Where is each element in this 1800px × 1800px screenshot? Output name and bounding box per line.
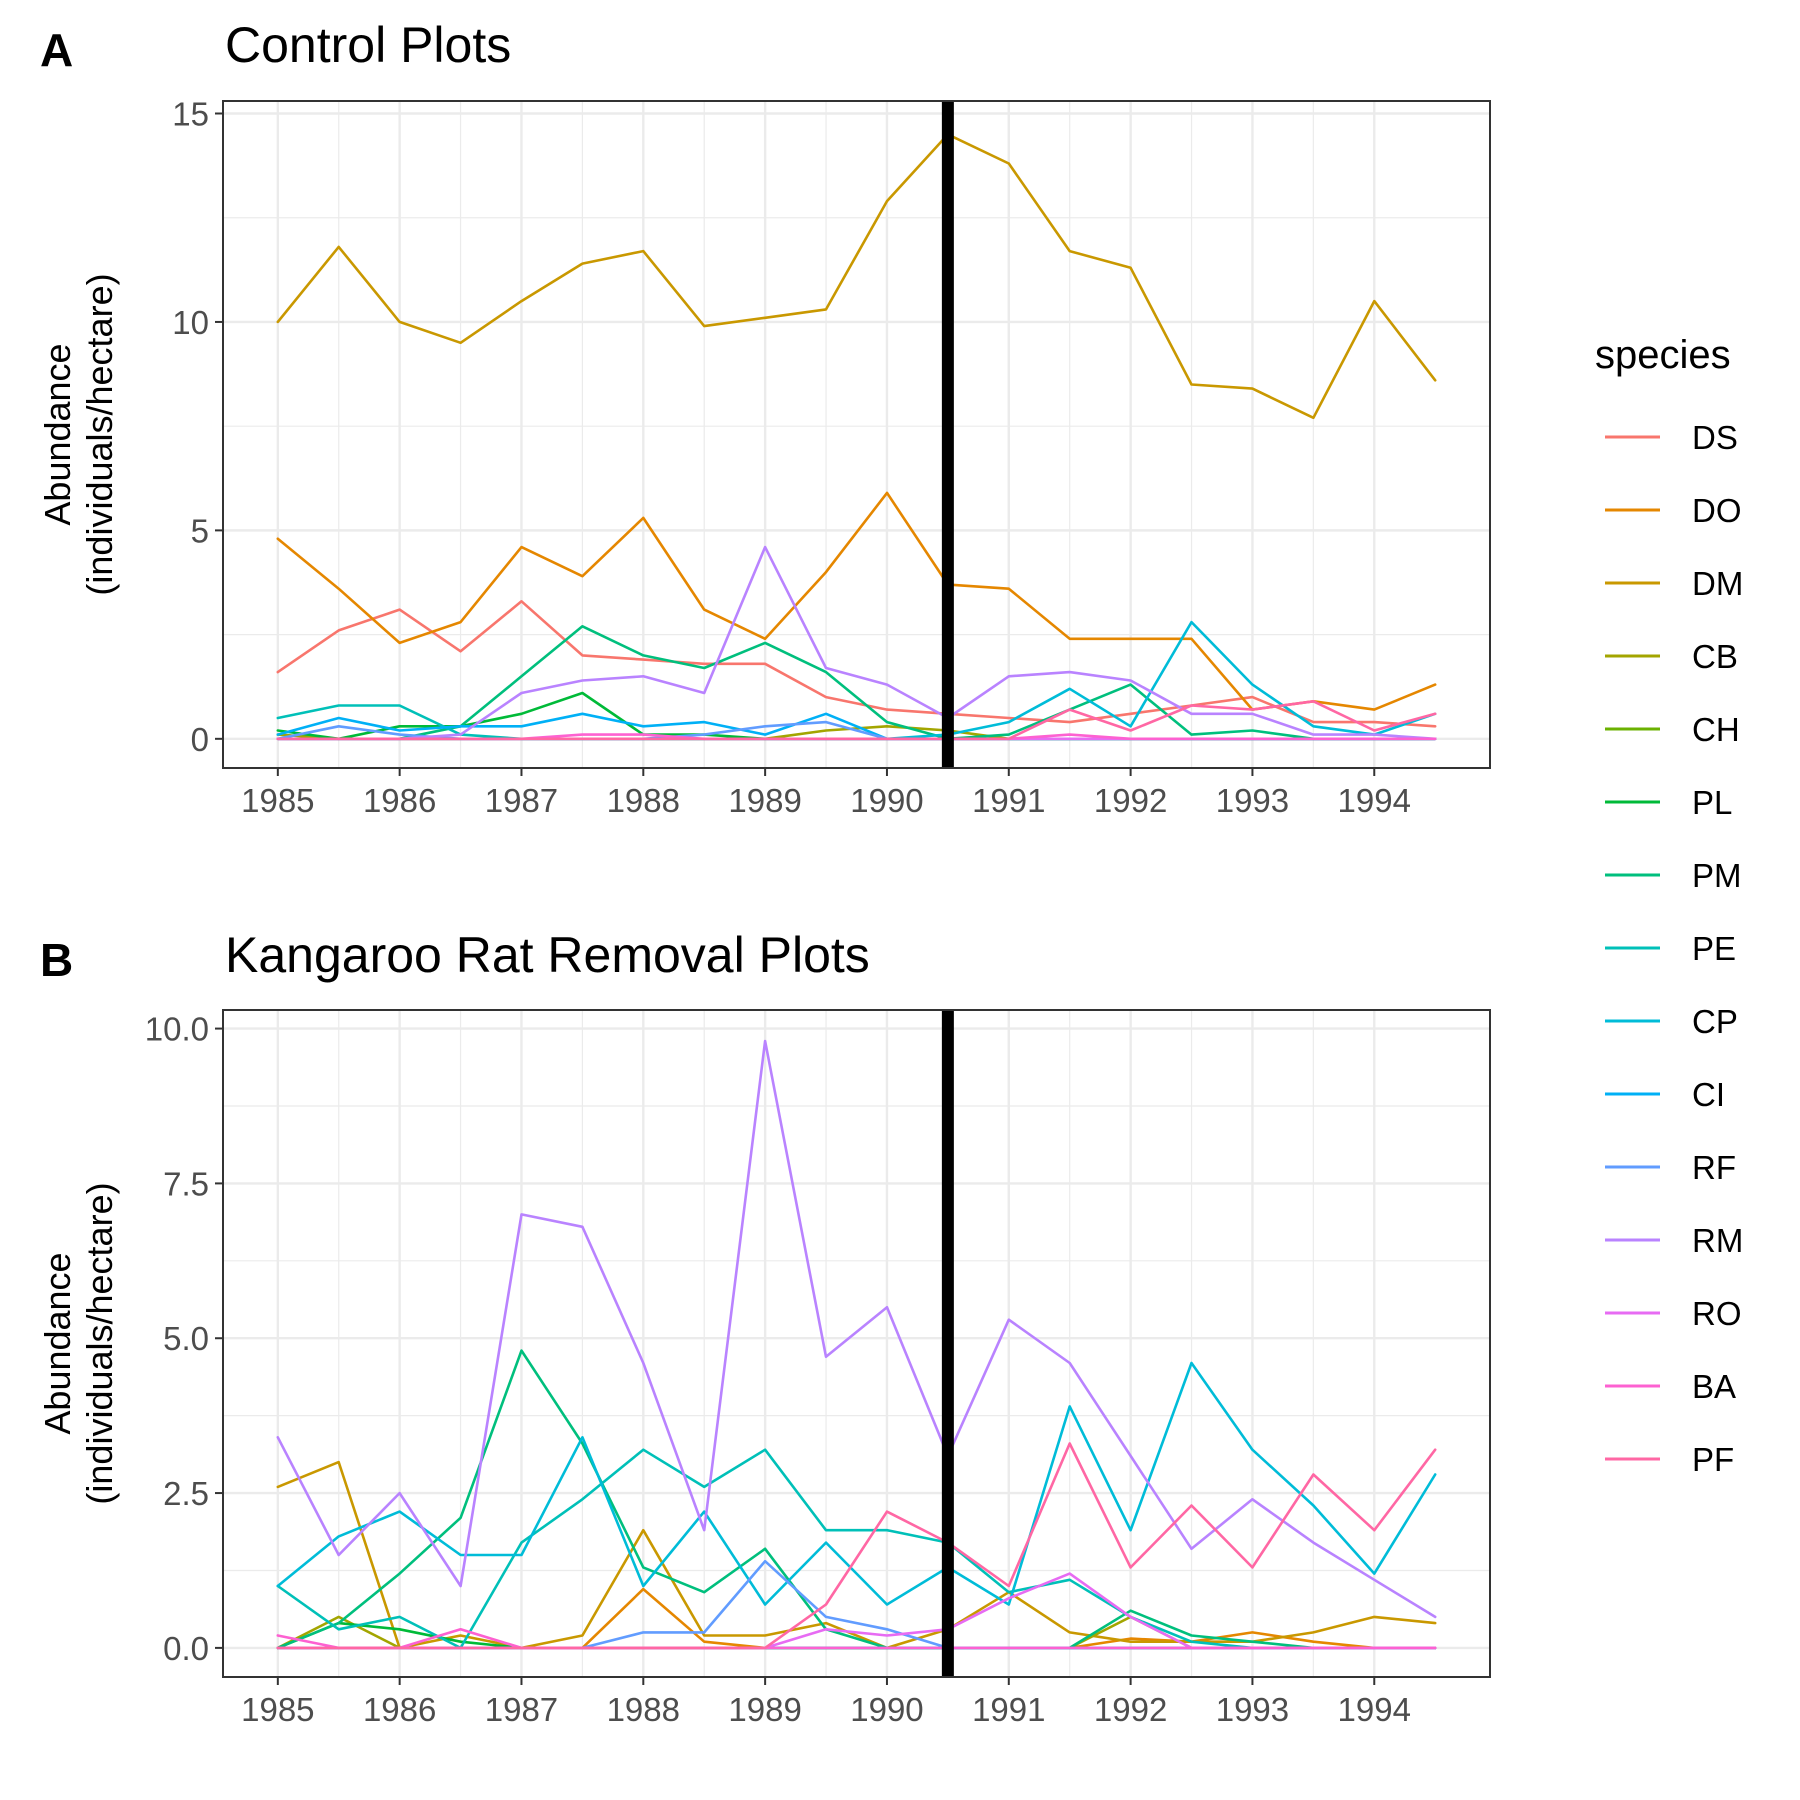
x-tick-label: 1993: [1216, 782, 1289, 819]
y-axis-title-line: (individuals/hectare): [79, 1182, 120, 1504]
y-tick-label: 5.0: [163, 1320, 209, 1357]
series-line-pm: [276, 624, 1437, 741]
panel-b: 1985 1986 1987 1988 1989 1990 1991 1992 1993 1994…: [37, 927, 1491, 1728]
series-line-cp: [276, 1361, 1437, 1606]
y-tick-label: 0: [191, 721, 209, 758]
y-axis-title-line: Abundance: [37, 1252, 78, 1434]
x-tick-label: 1994: [1338, 782, 1411, 819]
series-line-dm: [276, 133, 1437, 420]
y-tick-label: 2.5: [163, 1475, 209, 1512]
panel-a: 1985 1986 1987 1988 1989 1990 1991 1992 1993 1994…: [37, 17, 1491, 819]
panel-title: Kangaroo Rat Removal Plots: [225, 927, 870, 983]
y-tick-label: 7.5: [163, 1165, 209, 1202]
series-line-pf: [276, 699, 1437, 741]
x-tick-label: 1991: [972, 1691, 1045, 1728]
x-tick-label: 1985: [241, 782, 314, 819]
legend-label: PL: [1692, 784, 1732, 821]
legend-item-do: DO: [1605, 492, 1742, 529]
x-tick-label: 1989: [728, 782, 801, 819]
y-tick-label: 15: [172, 96, 209, 133]
x-tick-label: 1988: [607, 782, 680, 819]
x-tick-label: 1989: [728, 1691, 801, 1728]
y-tick-label: 10.0: [145, 1011, 209, 1048]
legend-label: DM: [1692, 565, 1743, 602]
legend-item-cb: CB: [1605, 638, 1738, 675]
legend-label: PE: [1692, 930, 1736, 967]
x-tick-label: 1985: [241, 1691, 314, 1728]
legend-label: RM: [1692, 1222, 1743, 1259]
series-line-pe: [276, 704, 1437, 741]
y-tick-label: 0.0: [163, 1630, 209, 1667]
series-line-rm: [276, 1039, 1437, 1619]
x-tick-label: 1986: [363, 1691, 436, 1728]
y-axis-title-line: (individuals/hectare): [79, 273, 120, 595]
legend: species DS DO DM CB CH PL PM PE CP CI RF RM RO BA PF: [1595, 333, 1743, 1478]
x-tick-label: 1992: [1094, 782, 1167, 819]
legend-item-ro: RO: [1605, 1295, 1742, 1332]
legend-item-dm: DM: [1605, 565, 1743, 602]
legend-label: CB: [1692, 638, 1738, 675]
x-tick-label: 1988: [607, 1691, 680, 1728]
legend-item-ch: CH: [1605, 711, 1740, 748]
legend-item-pe: PE: [1605, 930, 1736, 967]
panel-letter: A: [40, 24, 73, 76]
legend-label: PM: [1692, 857, 1742, 894]
panel-border: [222, 100, 1491, 769]
x-tick-label: 1992: [1094, 1691, 1167, 1728]
panel-border: [222, 1009, 1491, 1678]
series-line-ba: [276, 1628, 1437, 1650]
series-line-cp: [276, 620, 1437, 741]
series-line-pf: [276, 1442, 1437, 1650]
legend-label: DS: [1692, 419, 1738, 456]
series-line-rm: [276, 545, 1437, 741]
legend-item-ci: CI: [1605, 1076, 1725, 1113]
panel-title: Control Plots: [225, 17, 511, 73]
legend-label: CI: [1692, 1076, 1725, 1113]
legend-label: CP: [1692, 1003, 1738, 1040]
x-tick-label: 1991: [972, 782, 1045, 819]
y-axis-title-line: Abundance: [37, 343, 78, 525]
legend-item-rm: RM: [1605, 1222, 1743, 1259]
legend-item-pl: PL: [1605, 784, 1732, 821]
legend-label: BA: [1692, 1368, 1736, 1405]
panel-letter: B: [40, 934, 73, 986]
x-tick-label: 1987: [485, 782, 558, 819]
legend-item-pf: PF: [1605, 1441, 1734, 1478]
legend-label: CH: [1692, 711, 1740, 748]
legend-item-ds: DS: [1605, 419, 1738, 456]
legend-label: RF: [1692, 1149, 1736, 1186]
y-tick-label: 10: [172, 304, 209, 341]
x-tick-label: 1986: [363, 782, 436, 819]
y-axis-title: Abundance(individuals/hectare): [37, 273, 120, 595]
legend-item-cp: CP: [1605, 1003, 1738, 1040]
y-tick-label: 5: [191, 512, 209, 549]
y-axis-title: Abundance(individuals/hectare): [37, 1182, 120, 1504]
x-tick-label: 1990: [850, 782, 923, 819]
series-line-do: [276, 491, 1437, 711]
legend-title: species: [1595, 333, 1731, 377]
legend-label: PF: [1692, 1441, 1734, 1478]
legend-item-ba: BA: [1605, 1368, 1736, 1405]
legend-label: DO: [1692, 492, 1742, 529]
x-tick-label: 1993: [1216, 1691, 1289, 1728]
legend-item-rf: RF: [1605, 1149, 1736, 1186]
legend-item-pm: PM: [1605, 857, 1742, 894]
x-tick-label: 1994: [1338, 1691, 1411, 1728]
x-tick-label: 1987: [485, 1691, 558, 1728]
legend-label: RO: [1692, 1295, 1742, 1332]
series-line-pm: [276, 1349, 1437, 1650]
x-tick-label: 1990: [850, 1691, 923, 1728]
